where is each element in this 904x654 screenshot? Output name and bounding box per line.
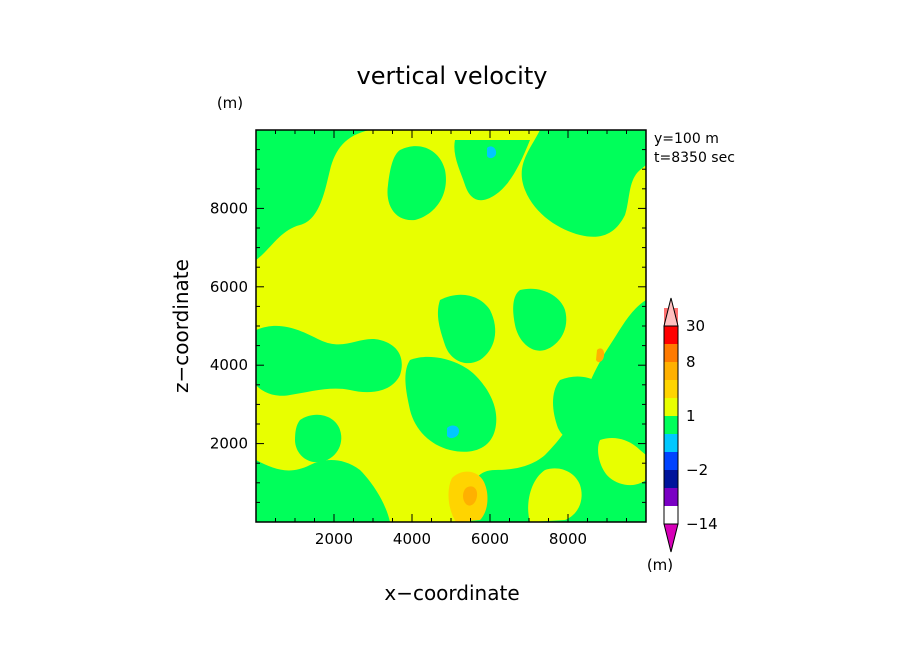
contour-region xyxy=(553,376,614,444)
colorbar-segment xyxy=(664,380,678,398)
colorbar xyxy=(663,297,679,553)
colorbar-label: 30 xyxy=(686,317,705,335)
colorbar-label: −2 xyxy=(686,461,708,479)
contour-region xyxy=(295,414,342,463)
y-tick-label: 4000 xyxy=(210,356,248,374)
colorbar-segment xyxy=(664,434,678,452)
contour-region xyxy=(454,140,530,201)
colorbar-segment xyxy=(664,344,678,362)
y-tick-labels: 2000 4000 6000 8000 xyxy=(210,199,248,452)
x-tick-labels: 2000 4000 6000 8000 xyxy=(315,530,587,548)
colorbar-frame xyxy=(663,325,679,525)
colorbar-label: −14 xyxy=(686,515,718,533)
contour-region xyxy=(256,298,268,325)
contour-region xyxy=(598,438,646,486)
y-axis-label: z−coordinate xyxy=(169,259,193,393)
colorbar-segment xyxy=(664,416,678,434)
colorbar-segment xyxy=(664,452,678,470)
colorbar-segment xyxy=(664,488,678,506)
x-tick-label: 2000 xyxy=(315,530,353,548)
colorbar-segment xyxy=(663,523,679,553)
annotation-y-slice: y=100 m xyxy=(654,131,719,147)
annotation-time: t=8350 sec xyxy=(654,150,735,166)
contour-region xyxy=(513,288,567,351)
x-axis-label: x−coordinate xyxy=(384,581,519,605)
minor-ticks xyxy=(256,130,646,522)
contour-region xyxy=(447,425,460,439)
colorbar-segment xyxy=(664,362,678,380)
x-tick-label: 8000 xyxy=(549,530,587,548)
contour-region xyxy=(604,248,631,288)
contour-region xyxy=(463,486,478,506)
chart-title: vertical velocity xyxy=(357,62,548,90)
contour-region xyxy=(596,348,605,363)
y-tick-label: 8000 xyxy=(210,199,248,217)
contour-field xyxy=(256,130,646,522)
colorbar-labels: 30 8 1 −2 −14 xyxy=(686,317,718,533)
colorbar-segment xyxy=(664,470,678,488)
contour-region xyxy=(280,239,301,271)
colorbar-segment xyxy=(664,398,678,416)
contour-fills xyxy=(256,130,646,522)
contour-region xyxy=(405,356,497,452)
contour-region xyxy=(528,468,582,522)
contour-region xyxy=(387,146,446,221)
contour-region xyxy=(256,405,279,437)
x-tick-label: 6000 xyxy=(471,530,509,548)
contour-region xyxy=(437,294,496,364)
contour-region xyxy=(487,146,497,159)
colorbar-segment xyxy=(664,326,678,344)
colorbar-label: 1 xyxy=(686,407,696,425)
y-tick-label: 6000 xyxy=(210,278,248,296)
y-tick-label: 2000 xyxy=(210,435,248,453)
y-unit-label: (m) xyxy=(217,94,243,112)
contour-region xyxy=(256,325,402,396)
colorbar-unit-label: (m) xyxy=(647,556,673,574)
x-tick-label: 4000 xyxy=(393,530,431,548)
colorbar-label: 8 xyxy=(686,353,696,371)
